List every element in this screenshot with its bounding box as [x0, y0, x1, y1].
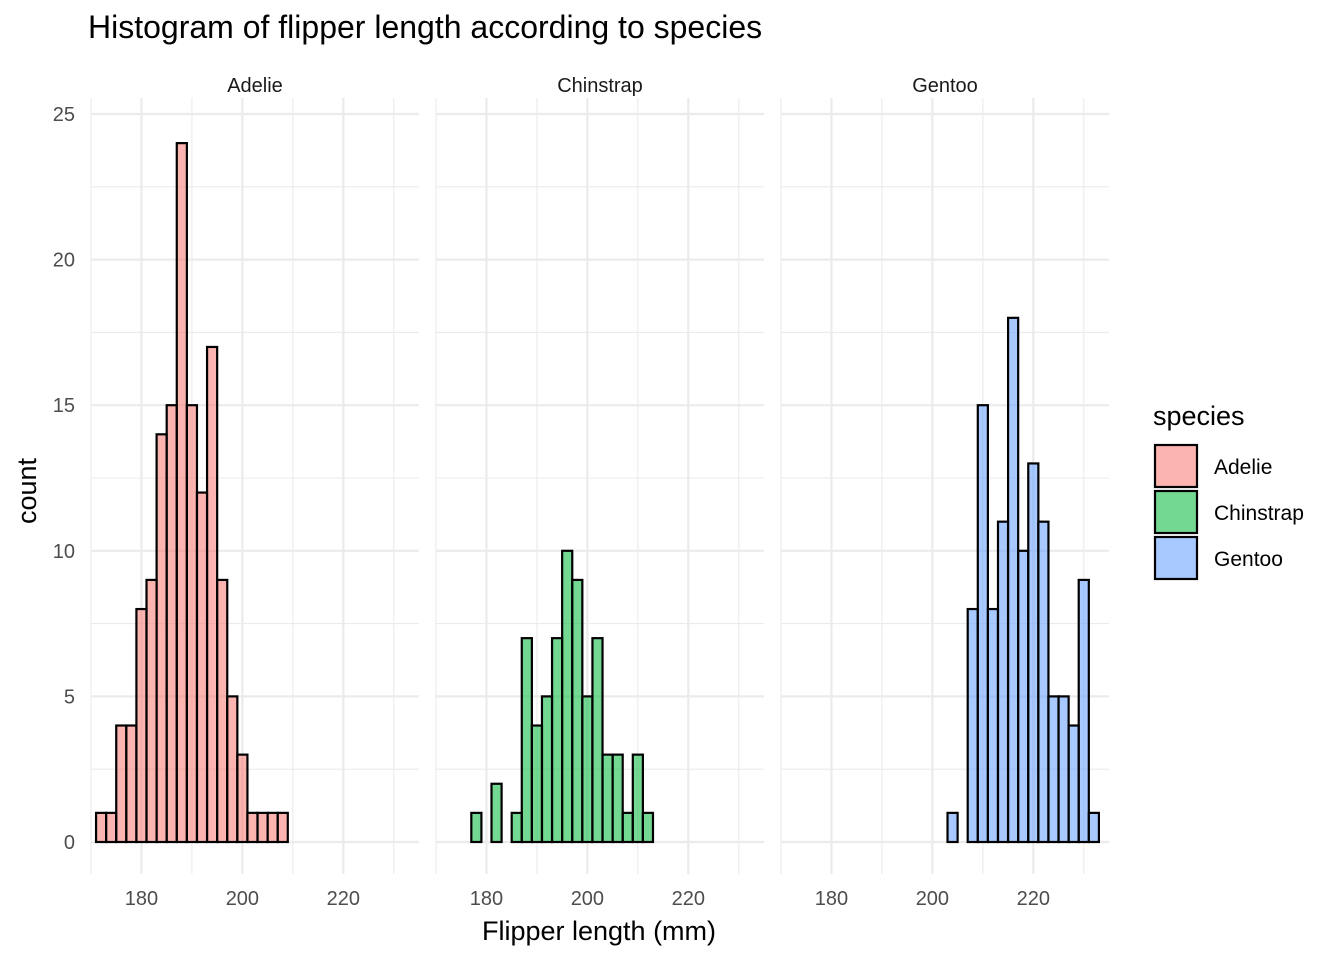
y-tick-label: 15: [53, 395, 75, 417]
legend-label: Adelie: [1214, 456, 1272, 479]
histogram-bar: [540, 695, 554, 844]
histogram-bar: [470, 811, 483, 844]
y-tick-label: 0: [64, 832, 75, 854]
histogram-bar: [490, 782, 503, 844]
histogram-bar: [520, 637, 533, 844]
histogram-bar: [266, 811, 279, 844]
y-tick-label: 20: [53, 250, 75, 272]
histogram-bar: [946, 811, 959, 844]
chart-title: Histogram of flipper length according to…: [88, 9, 762, 45]
histogram-bar: [530, 724, 544, 844]
histogram-bar: [591, 637, 604, 844]
x-tick-label: 220: [327, 888, 360, 910]
legend-key-adelie: [1153, 443, 1199, 489]
histogram-bar: [1047, 695, 1060, 844]
legend-key-gentoo: [1153, 535, 1199, 581]
x-tick-label: 200: [916, 888, 949, 910]
histogram-bar: [611, 753, 624, 844]
legend-key-chinstrap: [1153, 489, 1199, 535]
y-tick-label: 10: [53, 541, 75, 563]
histogram-bar: [256, 811, 269, 844]
histogram-bar: [986, 607, 1000, 844]
x-tick-label: 180: [815, 888, 848, 910]
histogram-bar: [550, 637, 564, 844]
y-axis-ticks: 0 5 10 15 20 25: [53, 104, 75, 854]
x-tick-label: 180: [470, 888, 503, 910]
histogram-bar: [94, 811, 108, 844]
histogram-bar: [996, 520, 1010, 844]
histogram-bar: [561, 549, 574, 844]
x-tick-label: 180: [125, 888, 158, 910]
y-tick-label: 5: [64, 686, 75, 708]
legend: species Adelie Chinstrap Gentoo: [1153, 401, 1304, 581]
histogram-bar: [195, 491, 209, 844]
histogram-bar: [641, 811, 655, 844]
y-tick-label: 25: [53, 104, 75, 126]
legend-label: Chinstrap: [1214, 502, 1304, 525]
histogram-bar: [966, 607, 979, 844]
x-tick-label: 200: [571, 888, 604, 910]
facet-label: Adelie: [227, 75, 283, 97]
histogram-bar: [1027, 462, 1040, 844]
histogram-bar: [145, 578, 158, 844]
histogram-bar: [205, 345, 219, 844]
histogram-bar: [601, 753, 614, 844]
histogram-bar: [1017, 549, 1030, 844]
facet-panel-gentoo: Gentoo 180 200 220: [780, 75, 1109, 910]
histogram-bar: [175, 142, 188, 844]
histogram-bar: [510, 811, 523, 844]
histogram-bar: [216, 578, 229, 844]
facet-panel-adelie: Adelie 180 200 220: [90, 75, 419, 910]
histogram-bar: [1077, 578, 1090, 844]
histogram-bar: [115, 724, 128, 844]
histogram-bar: [581, 695, 594, 844]
histogram-bar: [1006, 316, 1020, 844]
histogram-bar: [105, 811, 118, 844]
histogram-bar: [246, 811, 259, 844]
histogram-bar: [226, 695, 239, 844]
histogram-bar: [165, 404, 178, 844]
histogram-bar: [631, 753, 644, 844]
x-axis-title: Flipper length (mm): [482, 916, 716, 946]
facet-panels: Adelie 180 200 220 Chinstrap 180 200 220 Gentoo 1…: [90, 75, 1109, 910]
x-tick-label: 220: [672, 888, 705, 910]
histogram-bar: [621, 811, 634, 844]
histogram-bar: [276, 811, 289, 844]
legend-label: Gentoo: [1214, 548, 1283, 571]
histogram-bar: [236, 753, 249, 844]
histogram-bar: [1057, 695, 1070, 844]
histogram-bar: [1067, 724, 1080, 844]
facet-label: Gentoo: [912, 75, 978, 97]
histogram-bar: [571, 578, 584, 844]
histogram-bar: [1087, 811, 1101, 844]
histogram-bar: [1037, 520, 1050, 844]
histogram-bar: [155, 433, 168, 844]
x-tick-label: 220: [1017, 888, 1050, 910]
facet-label: Chinstrap: [557, 75, 643, 97]
histogram-bar: [125, 724, 138, 844]
legend-title: species: [1153, 401, 1245, 431]
histogram-bar: [185, 404, 199, 844]
facet-panel-chinstrap: Chinstrap 180 200 220: [435, 75, 764, 910]
x-tick-label: 200: [226, 888, 259, 910]
histogram-bar: [976, 404, 989, 844]
y-axis-title: count: [12, 457, 42, 524]
histogram-bar: [135, 607, 148, 844]
